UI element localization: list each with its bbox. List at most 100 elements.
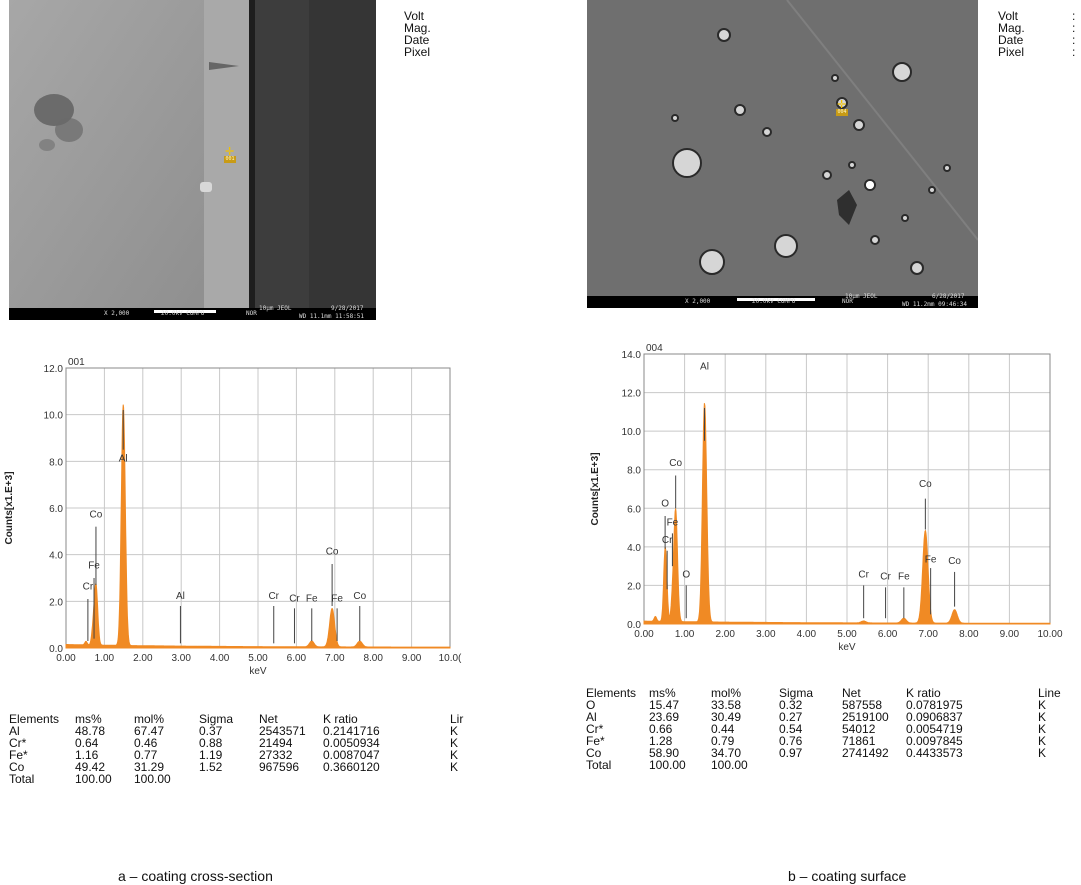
table-cell: Co	[586, 746, 602, 760]
y-axis-label: Counts[x1.E+3]	[4, 471, 15, 544]
sem-scale-instrument: 10µm JEOL	[845, 293, 878, 300]
peak-marker-fe: Fe	[898, 572, 910, 619]
table-cell: 0.0781975	[906, 698, 963, 712]
table-cell: Net	[842, 686, 861, 700]
table-cell: O	[586, 698, 596, 712]
meta-mag-value: :	[1072, 21, 1076, 35]
sem-meta-labels: Volt Mag. Date Pixel	[998, 10, 1025, 58]
table-cell: 1.19	[199, 748, 223, 762]
meta-date: Date	[404, 33, 430, 47]
peak-marker-o: O	[682, 570, 690, 619]
y-tick-label: 8.0	[49, 457, 63, 468]
table-cell: 0.0050934	[323, 736, 380, 750]
x-tick-label: 10.0(	[439, 653, 462, 664]
x-tick-label: 3.00	[171, 653, 191, 664]
sem-wd-time: WD 11.1mm 11:58:51	[299, 313, 365, 320]
x-tick-label: 8.00	[363, 653, 383, 664]
table-cell: 34.70	[711, 746, 742, 760]
peak-marker-cr: Cr	[858, 570, 870, 619]
table-cell: Al	[586, 710, 597, 724]
table-cell: ms%	[75, 712, 102, 726]
x-axis-label: keV	[249, 666, 267, 677]
peak-label: Co	[326, 547, 339, 558]
x-tick-label: 5.00	[248, 653, 268, 664]
meta-volt: Volt	[998, 9, 1019, 23]
table-cell: 0.97	[779, 746, 803, 760]
table-cell: Co	[9, 760, 25, 774]
table-cell: 2519100	[842, 710, 889, 724]
spectrum-series	[65, 404, 451, 649]
table-cell: K	[1038, 710, 1047, 724]
x-tick-label: 1.00	[95, 653, 115, 664]
peak-marker-cr: Cr	[83, 582, 94, 641]
table-cell: 21494	[259, 736, 293, 750]
spot-label: 001	[224, 156, 236, 163]
peak-label: Al	[700, 361, 709, 372]
peak-label: Cr	[880, 572, 891, 583]
table-cell: 0.46	[134, 736, 158, 750]
table-cell: 1.16	[75, 748, 99, 762]
table-cell: K	[1038, 746, 1047, 760]
table-cell: K	[450, 760, 459, 774]
peak-label: Co	[948, 556, 961, 567]
table-cell: Fe*	[9, 748, 28, 762]
x-axis-label: keV	[838, 642, 856, 653]
meta-pixel-value: :	[1072, 45, 1076, 59]
peak-marker-fe: Fe	[925, 554, 937, 615]
table-cell: K	[1038, 734, 1047, 748]
table-cell: K ratio	[906, 686, 941, 700]
scale-bar	[737, 298, 815, 301]
table-cell: mol%	[134, 712, 165, 726]
table-cell: Total	[9, 772, 35, 786]
peak-marker-al: Al	[176, 591, 185, 644]
peak-label: Co	[353, 591, 366, 602]
peak-marker-co: Co	[353, 591, 367, 641]
sem-meta-labels: Volt Mag. Date Pixel	[404, 10, 431, 58]
caption-b: b – coating surface	[788, 868, 907, 884]
y-tick-label: 12.0	[622, 389, 642, 400]
peak-marker-co: Co	[919, 479, 932, 530]
peak-label: Co	[90, 509, 103, 520]
x-tick-label: 3.00	[756, 629, 776, 640]
crosshair-icon: ✛	[225, 146, 235, 158]
table-cell: 0.2141716	[323, 724, 380, 738]
y-tick-label: 0.0	[627, 620, 641, 631]
chart-title: 004	[646, 343, 663, 354]
table-cell: Elements	[586, 686, 637, 700]
table-cell: K ratio	[323, 712, 358, 726]
meta-pixel: Pixel	[998, 45, 1025, 59]
table-cell: 71861	[842, 734, 876, 748]
table-cell: Lir	[450, 712, 464, 726]
spectrum-series	[643, 403, 1051, 625]
table-cell: Cr*	[586, 722, 604, 736]
table-cell: Sigma	[779, 686, 814, 700]
panel-b: ✛ 004 X 2,000 20.0kV COMPO NOR 10µm JEOL…	[540, 0, 1080, 885]
spot-label: 004	[836, 109, 848, 116]
table-cell: 100.00	[649, 758, 686, 772]
x-tick-label: 0.00	[634, 629, 654, 640]
table-cell: Elements	[9, 712, 60, 726]
x-tick-label: 2.00	[133, 653, 153, 664]
table-cell: K	[450, 736, 459, 750]
table-cell: 67.47	[134, 724, 165, 738]
meta-volt: Volt	[404, 9, 425, 23]
peak-label: Cr	[858, 570, 869, 581]
sem-micrograph-surface: ✛ 004 X 2,000 20.0kV COMPO NOR 10µm JEOL…	[587, 0, 978, 308]
peak-label: Cr	[83, 582, 94, 593]
x-tick-label: 6.00	[878, 629, 898, 640]
crosshair-icon: ✛	[837, 99, 847, 111]
peak-label: Co	[669, 458, 682, 469]
table-cell: K	[450, 748, 459, 762]
peak-label: Fe	[667, 518, 679, 529]
sem-scan-mode: NOR	[246, 310, 257, 317]
table-cell: 0.79	[711, 734, 735, 748]
table-cell: 30.49	[711, 710, 742, 724]
peak-label: O	[661, 498, 669, 509]
table-cell: K	[1038, 722, 1047, 736]
table-cell: 0.32	[779, 698, 803, 712]
table-cell: K	[450, 724, 459, 738]
x-tick-label: 0.00	[56, 653, 76, 664]
sem-date: 6/28/2017	[932, 293, 965, 300]
peak-label: Fe	[331, 593, 343, 604]
table-cell: Al	[9, 724, 20, 738]
